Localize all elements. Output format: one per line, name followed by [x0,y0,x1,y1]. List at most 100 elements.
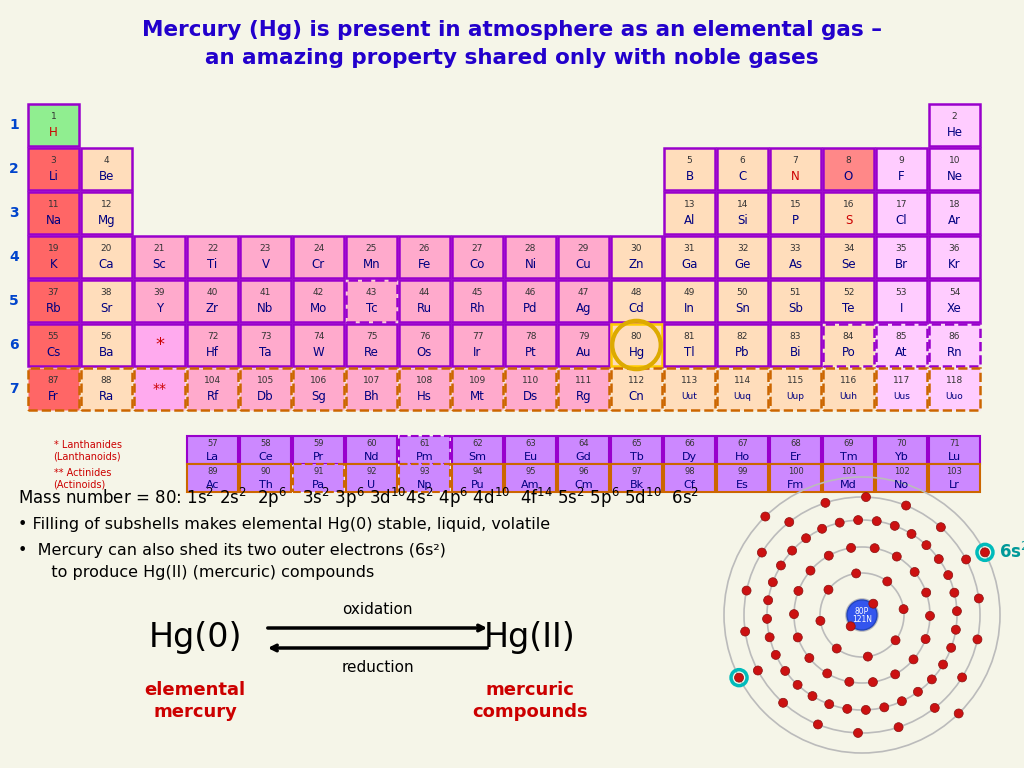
FancyBboxPatch shape [81,148,132,190]
Circle shape [946,644,955,652]
Text: Br: Br [895,258,908,271]
Text: Sc: Sc [153,258,166,271]
Text: Hf: Hf [206,346,219,359]
Text: 16: 16 [843,200,854,209]
Text: Mercury (Hg) is present in atmosphere as an elemental gas –: Mercury (Hg) is present in atmosphere as… [142,20,882,40]
Text: 114: 114 [734,376,751,385]
Text: Re: Re [365,346,379,359]
FancyBboxPatch shape [823,368,874,410]
Text: Po: Po [842,346,855,359]
Circle shape [790,610,799,618]
FancyBboxPatch shape [505,324,556,366]
Text: 55: 55 [48,332,59,341]
Circle shape [973,635,982,644]
Circle shape [928,675,936,684]
FancyBboxPatch shape [929,104,980,146]
Text: 33: 33 [790,243,801,253]
Text: Nb: Nb [257,303,273,316]
Text: 15: 15 [790,200,801,209]
Text: Sn: Sn [735,303,750,316]
Text: Rh: Rh [470,303,485,316]
FancyBboxPatch shape [399,368,450,410]
FancyBboxPatch shape [452,280,503,322]
Circle shape [822,669,831,678]
Circle shape [890,521,899,531]
Text: 2: 2 [951,111,957,121]
FancyBboxPatch shape [664,436,715,464]
Text: Mn: Mn [362,258,380,271]
Text: La: La [206,452,219,462]
Text: 20: 20 [100,243,113,253]
FancyBboxPatch shape [81,192,132,234]
FancyBboxPatch shape [770,324,821,366]
Circle shape [922,541,931,550]
Circle shape [854,728,862,737]
Text: 51: 51 [790,288,801,296]
FancyBboxPatch shape [187,368,238,410]
FancyBboxPatch shape [770,148,821,190]
Text: Eu: Eu [523,452,538,462]
Text: 80: 80 [631,332,642,341]
Text: 31: 31 [684,243,695,253]
Circle shape [784,518,794,527]
Text: Ga: Ga [681,258,697,271]
Text: 73: 73 [260,332,271,341]
FancyBboxPatch shape [293,324,344,366]
FancyBboxPatch shape [717,236,768,278]
Text: 4: 4 [103,156,110,164]
FancyBboxPatch shape [28,280,79,322]
Circle shape [980,548,989,557]
FancyBboxPatch shape [770,368,821,410]
Text: Mass number = 80: 1s$^2$ 2s$^2$  2p$^6$   3s$^2$ 3p$^6$ 3d$^{10}$4s$^2$ 4p$^6$ 4: Mass number = 80: 1s$^2$ 2s$^2$ 2p$^6$ 3… [18,486,699,510]
Text: Rb: Rb [46,303,61,316]
Text: 110: 110 [522,376,539,385]
Text: Sg: Sg [311,390,326,403]
Text: Tl: Tl [684,346,695,359]
Circle shape [899,604,908,614]
FancyBboxPatch shape [187,464,238,492]
Text: 112: 112 [628,376,645,385]
Text: 3: 3 [50,156,56,164]
Circle shape [824,700,834,709]
Text: N: N [792,170,800,184]
FancyBboxPatch shape [929,280,980,322]
Text: Co: Co [470,258,485,271]
Text: ** Actinides: ** Actinides [53,468,111,478]
Text: Tm: Tm [840,452,857,462]
FancyBboxPatch shape [770,236,821,278]
FancyBboxPatch shape [823,148,874,190]
FancyBboxPatch shape [929,324,980,366]
FancyBboxPatch shape [240,236,291,278]
FancyBboxPatch shape [187,324,238,366]
Text: Nd: Nd [364,452,379,462]
Text: Se: Se [841,258,856,271]
Text: He: He [946,127,963,140]
Text: Ir: Ir [473,346,481,359]
Text: Cu: Cu [575,258,592,271]
FancyBboxPatch shape [717,324,768,366]
FancyBboxPatch shape [134,324,185,366]
Circle shape [974,594,983,603]
Text: Th: Th [259,479,272,490]
Text: Ag: Ag [575,303,591,316]
FancyBboxPatch shape [134,236,185,278]
Text: 45: 45 [472,288,483,296]
Text: Lr: Lr [949,479,959,490]
Text: Cn: Cn [629,390,644,403]
FancyBboxPatch shape [876,236,927,278]
FancyBboxPatch shape [929,436,980,464]
Text: O: O [844,170,853,184]
Text: S: S [845,214,852,227]
Text: Cm: Cm [574,479,593,490]
FancyBboxPatch shape [611,236,662,278]
Text: Hs: Hs [417,390,432,403]
Text: 10: 10 [949,156,961,164]
Text: No: No [894,479,909,490]
FancyBboxPatch shape [134,368,185,410]
Circle shape [936,523,945,531]
Circle shape [939,660,947,669]
FancyBboxPatch shape [187,436,238,464]
Text: 96: 96 [579,467,589,476]
Circle shape [907,529,916,538]
Circle shape [921,634,930,644]
